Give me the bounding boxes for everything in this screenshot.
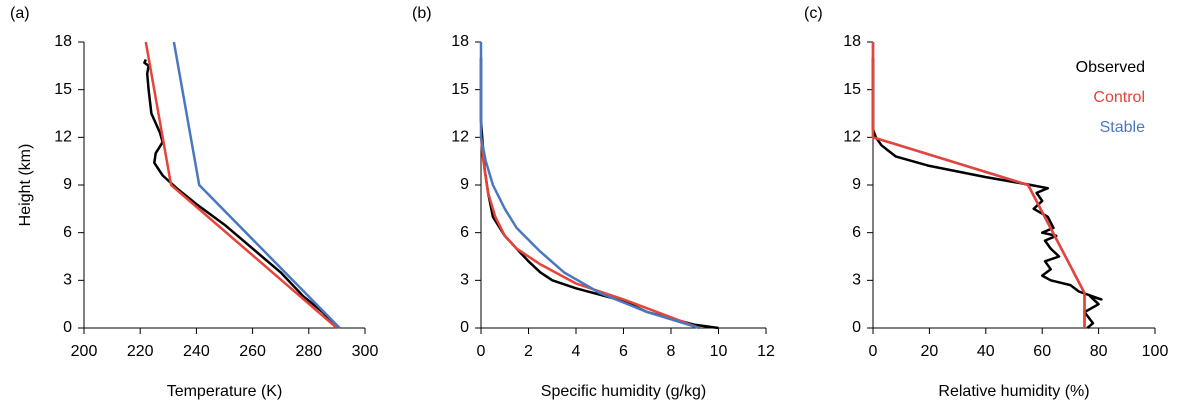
profile-line <box>479 57 719 330</box>
x-tick-label: 0 <box>869 343 878 360</box>
x-tick-label: 12 <box>757 343 775 360</box>
panel-label: (a) <box>10 5 30 22</box>
y-tick-label: 0 <box>460 319 469 336</box>
y-tick-label: 15 <box>54 81 72 98</box>
y-tick-label: 3 <box>460 272 469 289</box>
y-tick-label: 12 <box>451 129 469 146</box>
x-tick-label: 100 <box>1142 343 1169 360</box>
x-tick-label: 240 <box>183 343 210 360</box>
profile-line <box>172 41 341 329</box>
legend-entry: Stable <box>1100 119 1145 136</box>
y-tick-label: 12 <box>54 129 72 146</box>
y-tick-label: 18 <box>451 33 469 50</box>
y-tick-label: 9 <box>460 176 469 193</box>
profile-line <box>871 42 1086 328</box>
y-axis-label: Height (km) <box>17 144 34 227</box>
y-tick-label: 15 <box>451 81 469 98</box>
profile-line <box>144 41 338 329</box>
x-tick-label: 6 <box>619 343 628 360</box>
profile-line <box>479 137 700 330</box>
panel-label: (c) <box>804 5 823 22</box>
y-tick-label: 3 <box>852 272 861 289</box>
profile-line <box>143 58 338 329</box>
y-tick-label: 3 <box>63 272 72 289</box>
x-tick-label: 20 <box>921 343 939 360</box>
y-tick-label: 0 <box>852 319 861 336</box>
y-tick-label: 6 <box>852 224 861 241</box>
profile-line <box>479 42 700 330</box>
panel-label: (b) <box>412 5 432 22</box>
x-tick-label: 8 <box>667 343 676 360</box>
x-tick-label: 280 <box>295 343 322 360</box>
x-tick-label: 200 <box>71 343 98 360</box>
x-axis-label: Temperature (K) <box>167 383 283 400</box>
x-tick-label: 260 <box>239 343 266 360</box>
legend-entry: Control <box>1093 89 1145 106</box>
x-tick-label: 2 <box>524 343 533 360</box>
y-tick-label: 6 <box>460 224 469 241</box>
x-tick-label: 60 <box>1033 343 1051 360</box>
y-tick-label: 18 <box>54 33 72 50</box>
profile-line <box>871 57 1103 329</box>
profile-line <box>871 42 1086 328</box>
y-tick-label: 12 <box>843 129 861 146</box>
x-tick-label: 10 <box>710 343 728 360</box>
y-tick-label: 15 <box>843 81 861 98</box>
y-tick-label: 6 <box>63 224 72 241</box>
x-tick-label: 40 <box>977 343 995 360</box>
legend-entry: Observed <box>1076 59 1145 76</box>
y-tick-label: 18 <box>843 33 861 50</box>
y-tick-label: 9 <box>63 176 72 193</box>
y-tick-label: 0 <box>63 319 72 336</box>
x-tick-label: 300 <box>352 343 379 360</box>
x-axis-label: Specific humidity (g/kg) <box>541 383 706 400</box>
x-tick-label: 0 <box>477 343 486 360</box>
x-axis-label: Relative humidity (%) <box>938 383 1089 400</box>
x-tick-label: 4 <box>572 343 581 360</box>
x-tick-label: 220 <box>127 343 154 360</box>
y-tick-label: 9 <box>852 176 861 193</box>
x-tick-label: 80 <box>1090 343 1108 360</box>
